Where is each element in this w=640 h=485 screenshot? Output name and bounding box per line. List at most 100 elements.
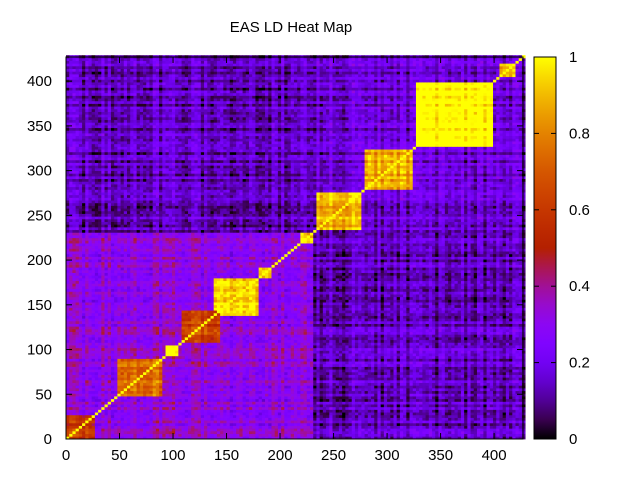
heatmap-cell bbox=[162, 187, 166, 190]
heatmap-cell bbox=[85, 262, 89, 265]
heatmap-cell bbox=[69, 112, 73, 115]
heatmap-cell bbox=[92, 302, 96, 305]
heatmap-cell bbox=[95, 93, 99, 96]
heatmap-cell bbox=[79, 184, 83, 187]
heatmap-cell bbox=[172, 214, 176, 217]
heatmap-cell bbox=[92, 71, 96, 74]
heatmap-cell bbox=[124, 155, 128, 158]
heatmap-cell bbox=[79, 101, 83, 104]
heatmap-cell bbox=[82, 171, 86, 174]
heatmap-cell bbox=[153, 257, 157, 260]
heatmap-cell bbox=[82, 377, 86, 380]
heatmap-cell bbox=[130, 122, 134, 125]
heatmap-cell bbox=[101, 238, 105, 241]
heatmap-cell bbox=[88, 383, 92, 386]
heatmap-cell bbox=[114, 278, 118, 281]
heatmap-cell bbox=[172, 350, 176, 353]
heatmap-cell bbox=[172, 420, 176, 423]
heatmap-cell bbox=[153, 302, 157, 305]
heatmap-cell bbox=[162, 79, 166, 82]
heatmap-cell bbox=[172, 396, 176, 399]
heatmap-cell bbox=[98, 428, 102, 431]
heatmap-cell bbox=[79, 412, 83, 415]
heatmap-cell bbox=[169, 358, 173, 361]
heatmap-cell bbox=[66, 165, 70, 168]
heatmap-cell bbox=[82, 93, 86, 96]
heatmap-cell bbox=[66, 267, 70, 270]
heatmap-cell bbox=[166, 388, 170, 391]
heatmap-cell bbox=[137, 257, 141, 260]
heatmap-cell bbox=[105, 275, 109, 278]
heatmap-cell bbox=[156, 329, 160, 332]
heatmap-cell bbox=[143, 251, 147, 254]
heatmap-cell bbox=[114, 375, 118, 378]
heatmap-cell bbox=[92, 104, 96, 107]
heatmap-cell bbox=[127, 171, 131, 174]
heatmap-cell bbox=[140, 310, 144, 313]
heatmap-cell bbox=[166, 120, 170, 123]
heatmap-cell bbox=[95, 428, 99, 431]
heatmap-cell bbox=[156, 310, 160, 313]
heatmap-cell bbox=[111, 181, 115, 184]
heatmap-cell bbox=[72, 219, 76, 222]
heatmap-cell bbox=[88, 95, 92, 98]
heatmap-cell bbox=[127, 195, 131, 198]
heatmap-cell bbox=[149, 358, 153, 361]
heatmap-cell bbox=[121, 254, 125, 257]
heatmap-cell bbox=[85, 356, 89, 359]
heatmap-cell bbox=[111, 302, 115, 305]
heatmap-cell bbox=[111, 297, 115, 300]
heatmap-cell bbox=[108, 321, 112, 324]
heatmap-cell bbox=[137, 348, 141, 351]
heatmap-cell bbox=[101, 66, 105, 69]
heatmap-cell bbox=[111, 401, 115, 404]
heatmap-cell bbox=[137, 235, 141, 238]
heatmap-cell bbox=[108, 122, 112, 125]
heatmap-cell bbox=[159, 74, 163, 77]
heatmap-cell bbox=[140, 286, 144, 289]
heatmap-cell bbox=[127, 125, 131, 128]
heatmap-cell bbox=[130, 230, 134, 233]
heatmap-cell bbox=[143, 399, 147, 402]
heatmap-cell bbox=[72, 369, 76, 372]
heatmap-cell bbox=[140, 216, 144, 219]
heatmap-cell bbox=[85, 337, 89, 340]
heatmap-cell bbox=[175, 388, 179, 391]
heatmap-cell bbox=[133, 305, 137, 308]
heatmap-cell bbox=[88, 69, 92, 72]
heatmap-cell bbox=[175, 358, 179, 361]
heatmap-cell bbox=[117, 393, 121, 396]
heatmap-cell bbox=[172, 192, 176, 195]
heatmap-cell bbox=[137, 428, 141, 431]
heatmap-cell bbox=[133, 79, 137, 82]
heatmap-cell bbox=[130, 289, 134, 292]
heatmap-cell bbox=[130, 393, 134, 396]
heatmap-cell bbox=[85, 399, 89, 402]
heatmap-cell bbox=[169, 286, 173, 289]
heatmap-cell bbox=[121, 106, 125, 109]
heatmap-cell bbox=[169, 332, 173, 335]
heatmap-cell bbox=[79, 415, 83, 418]
heatmap-cell bbox=[105, 240, 109, 243]
heatmap-cell bbox=[85, 58, 89, 61]
heatmap-cell bbox=[153, 415, 157, 418]
heatmap-cell bbox=[108, 206, 112, 209]
heatmap-cell bbox=[156, 160, 160, 163]
heatmap-cell bbox=[166, 412, 170, 415]
heatmap-cell bbox=[92, 297, 96, 300]
heatmap-cell bbox=[95, 216, 99, 219]
heatmap-cell bbox=[156, 332, 160, 335]
heatmap-cell bbox=[92, 412, 96, 415]
heatmap-cell bbox=[101, 189, 105, 192]
heatmap-cell bbox=[105, 409, 109, 412]
heatmap-cell bbox=[88, 152, 92, 155]
heatmap-cell bbox=[111, 377, 115, 380]
heatmap-cell bbox=[149, 146, 153, 149]
heatmap-cell bbox=[149, 138, 153, 141]
heatmap-cell bbox=[117, 128, 121, 131]
heatmap-cell bbox=[88, 146, 92, 149]
heatmap-cell bbox=[92, 350, 96, 353]
heatmap-cell bbox=[79, 369, 83, 372]
heatmap-cell bbox=[137, 69, 141, 72]
heatmap-cell bbox=[169, 165, 173, 168]
